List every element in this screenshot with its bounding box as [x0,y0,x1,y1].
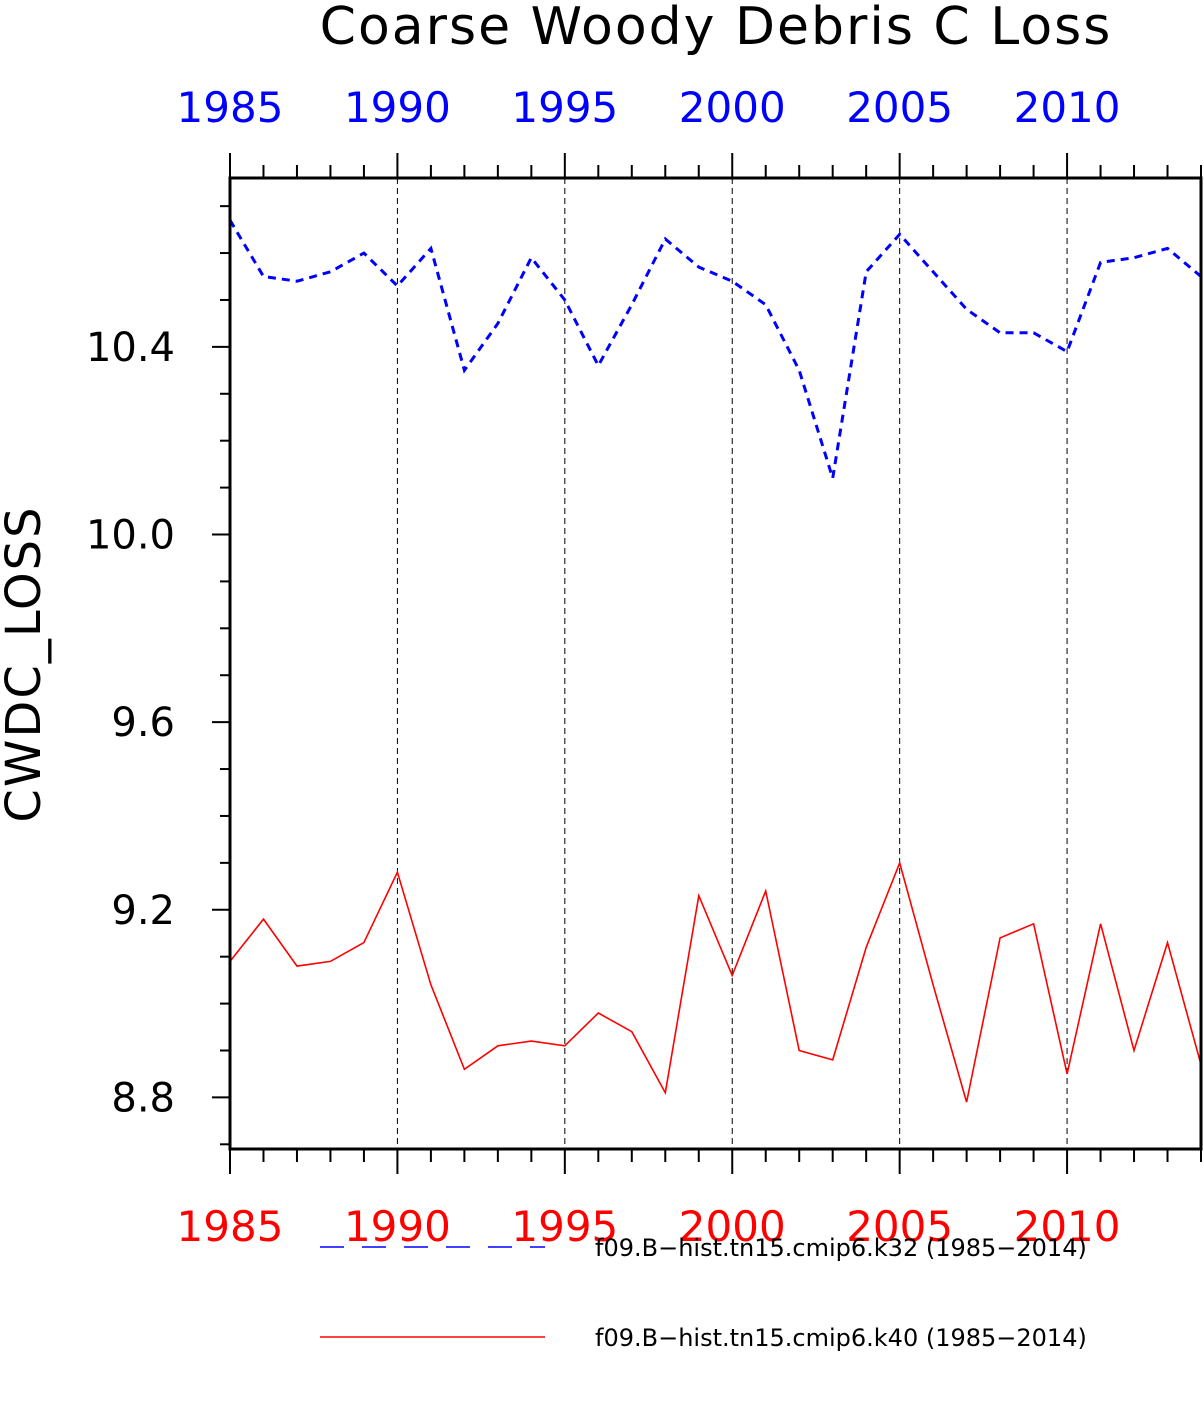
legend: f09.B−hist.tn15.cmip6.k32 (1985−2014) f09… [320,1234,1087,1352]
x-tick-label-top-2010: 2010 [1014,83,1121,132]
y-tick-label-10.0: 10.0 [86,513,175,559]
x-tick-label-bottom-2005: 2005 [846,1202,953,1251]
x-tick-label-top-1995: 1995 [511,83,618,132]
data-series [228,219,1202,1103]
x-tick-label-top-2005: 2005 [846,83,953,132]
legend-label-2: f09.B−hist.tn15.cmip6.k40 (1985−2014) [595,1324,1087,1352]
x-tick-label-bottom-2010: 2010 [1014,1202,1121,1251]
x-tick-label-bottom-2000: 2000 [679,1202,786,1251]
plot-frame [228,176,1203,1151]
x-tick-label-top-2000: 2000 [679,83,786,132]
chart-title: Coarse Woody Debris C Loss [320,0,1113,57]
series-line-1 [228,219,1202,479]
x-tick-label-bottom-1990: 1990 [344,1202,451,1251]
y-tick-label-9.2: 9.2 [111,888,175,934]
y-tick-label-9.6: 9.6 [111,700,175,746]
y-tick-label-10.4: 10.4 [86,325,175,371]
x-tick-label-bottom-1985: 1985 [177,1202,284,1251]
legend-label-1: f09.B−hist.tn15.cmip6.k32 (1985−2014) [595,1234,1087,1262]
x-tick-label-top-1990: 1990 [344,83,451,132]
series-line-2 [229,860,1202,1103]
x-tick-label-top-1985: 1985 [177,83,284,132]
vertical-gridlines [396,178,1068,1149]
axis-ticks [212,153,1202,1174]
axis-tick-labels: 1985 1985 1990 1990 1995 1995 2000 2000 2005 2005… [86,83,1121,1251]
x-tick-label-bottom-1995: 1995 [511,1202,618,1251]
y-tick-label-8.8: 8.8 [111,1075,175,1121]
y-axis-label: CWDC_LOSS [0,505,52,822]
